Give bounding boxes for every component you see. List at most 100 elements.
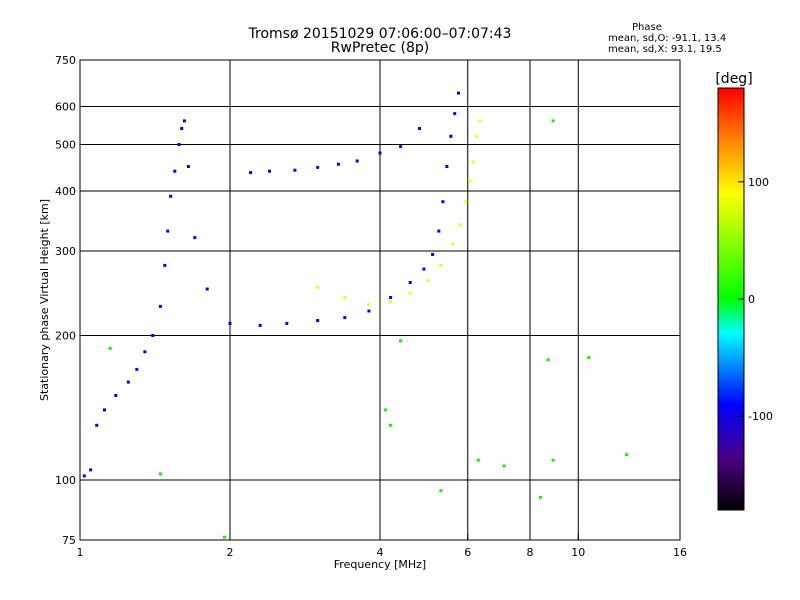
grid-lines	[79, 60, 681, 540]
data-point-scattered-noise	[551, 119, 555, 123]
data-point-o-mode-trace	[173, 169, 177, 173]
x-tick-label: 1	[77, 546, 84, 559]
data-point-scattered-noise	[539, 495, 543, 499]
data-point-o-mode-trace	[457, 91, 460, 95]
data-point-f-layer-spread-echoes	[399, 145, 403, 149]
data-point-o-mode-trace	[258, 323, 262, 327]
data-point-x-mode-trace	[389, 300, 393, 304]
data-point-o-mode-trace	[114, 394, 118, 397]
data-point-f-layer-spread-echoes	[316, 165, 320, 169]
data-point-o-mode-trace	[163, 263, 167, 267]
data-point-scattered-noise	[439, 489, 443, 493]
data-point-o-mode-trace	[158, 304, 162, 308]
phase-legend-heading: Phase	[632, 22, 662, 33]
data-point-o-mode-trace	[151, 334, 155, 337]
data-point-scattered-noise	[546, 358, 550, 362]
data-point-o-mode-trace	[126, 380, 130, 384]
data-point-scattered-noise	[223, 535, 226, 539]
x-tick-label: 8	[527, 546, 534, 559]
data-point-x-mode-trace	[464, 200, 468, 204]
data-point-o-mode-trace	[367, 309, 371, 313]
data-point-f-layer-spread-echoes	[336, 162, 340, 166]
data-point-o-mode-trace	[389, 296, 393, 299]
data-point-o-mode-trace	[180, 127, 184, 130]
data-point-o-mode-trace	[408, 281, 412, 284]
data-point-x-mode-trace	[316, 285, 320, 289]
data-point-o-mode-trace	[205, 287, 209, 291]
data-point-x-mode-trace	[458, 223, 462, 227]
y-tick-label: 750	[55, 54, 76, 67]
y-tick-label: 75	[62, 534, 76, 547]
data-point-x-mode-trace	[367, 303, 371, 307]
data-point-scattered-noise	[389, 423, 393, 427]
data-point-scattered-noise	[587, 356, 591, 359]
y-axis-label: Stationary phase Virtual Height [km]	[38, 199, 51, 401]
x-axis: 1 2 4 6 8 10 16	[77, 534, 687, 559]
x-axis-label: Frequency [MHz]	[334, 558, 426, 571]
data-point-o-mode-trace	[182, 119, 186, 123]
data-point-f-layer-spread-echoes	[418, 127, 421, 130]
y-tick-label: 500	[55, 139, 76, 152]
data-point-o-mode-trace	[228, 321, 232, 325]
data-point-x-mode-trace	[343, 296, 347, 299]
data-point-x-mode-trace	[478, 119, 482, 123]
scatter-points	[82, 91, 629, 539]
data-point-x-mode-trace	[439, 263, 443, 267]
data-point-o-mode-trace	[431, 253, 435, 256]
data-point-o-mode-trace	[143, 350, 147, 354]
data-point-f-layer-spread-echoes	[293, 168, 297, 172]
y-tick-label: 200	[55, 330, 76, 343]
data-point-o-mode-trace	[177, 143, 181, 146]
data-point-x-mode-trace	[471, 160, 475, 164]
data-point-o-mode-trace	[316, 319, 320, 322]
data-point-f-layer-spread-echoes	[378, 151, 382, 155]
data-point-x-mode-trace	[451, 242, 455, 246]
data-point-scattered-noise	[158, 472, 162, 476]
data-point-o-mode-trace	[285, 321, 289, 325]
colorbar-tick-label: 0	[748, 293, 755, 306]
data-point-o-mode-trace	[437, 229, 441, 233]
chart-subtitle: RwPretec (8p)	[330, 40, 430, 56]
x-tick-label: 16	[673, 546, 687, 559]
x-tick-label: 2	[227, 546, 234, 559]
data-point-o-mode-trace	[449, 134, 453, 138]
x-tick-label: 10	[571, 546, 585, 559]
data-point-scattered-noise	[551, 458, 555, 462]
data-point-o-mode-trace	[453, 112, 457, 116]
y-tick-label: 300	[55, 245, 76, 258]
x-tick-label: 6	[464, 546, 471, 559]
data-point-o-mode-trace	[343, 316, 347, 320]
data-point-o-mode-trace	[135, 367, 139, 371]
data-point-scattered-noise	[108, 346, 112, 350]
data-point-scattered-noise	[625, 453, 629, 457]
data-point-o-mode-trace	[422, 267, 426, 271]
data-point-x-mode-trace	[475, 134, 479, 138]
data-point-o-mode-trace	[89, 468, 93, 472]
colorbar-tick-label: -100	[748, 410, 773, 423]
y-tick-label: 400	[55, 185, 76, 198]
x-tick-label: 4	[377, 546, 384, 559]
data-point-o-mode-trace	[169, 194, 173, 198]
data-point-f-layer-spread-echoes	[249, 171, 253, 175]
data-point-o-mode-trace	[186, 165, 190, 168]
y-axis: 75 100 200 300 400 500 600 750	[55, 54, 86, 547]
data-point-o-mode-trace	[166, 229, 170, 233]
data-point-o-mode-trace	[103, 408, 106, 412]
data-point-x-mode-trace	[468, 179, 471, 183]
colorbar-tick-label: 100	[748, 176, 769, 189]
y-tick-label: 600	[55, 101, 76, 114]
data-point-x-mode-trace	[408, 291, 412, 295]
data-point-scattered-noise	[502, 464, 506, 468]
data-point-o-mode-trace	[445, 165, 449, 168]
phase-legend-o-mode: mean, sd,O: -91.1, 13.4	[608, 33, 727, 44]
data-point-o-mode-trace	[82, 474, 86, 478]
data-point-o-mode-trace	[193, 236, 197, 240]
data-point-scattered-noise	[383, 408, 387, 412]
y-tick-label: 100	[55, 474, 76, 487]
phase-legend-x-mode: mean, sd,X: 93.1, 19.5	[608, 44, 722, 55]
data-point-scattered-noise	[399, 339, 403, 343]
data-point-o-mode-trace	[95, 423, 99, 427]
data-point-f-layer-spread-echoes	[355, 159, 359, 163]
data-point-x-mode-trace	[426, 279, 430, 283]
